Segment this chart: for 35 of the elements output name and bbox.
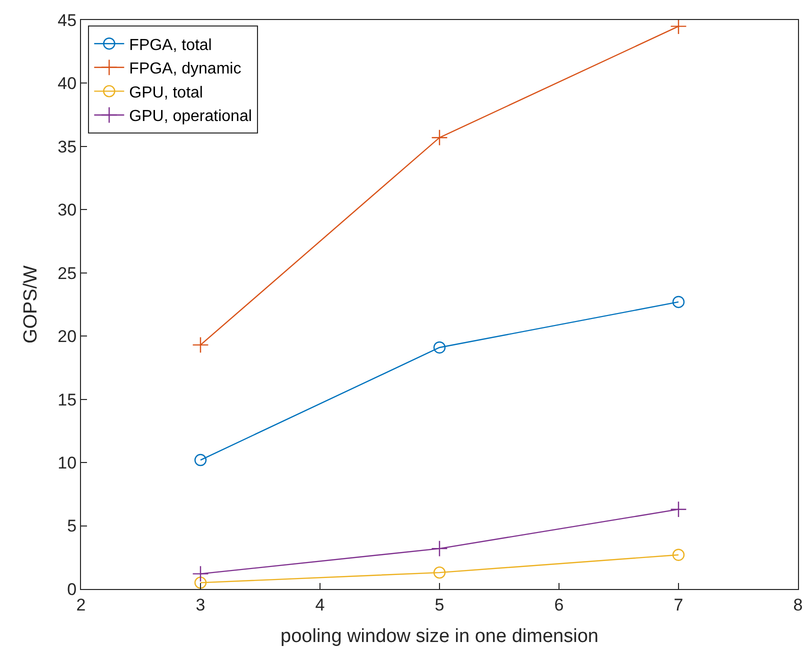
x-axis-title: pooling window size in one dimension — [280, 626, 598, 648]
y-tick-label: 15 — [58, 390, 77, 410]
point — [192, 566, 209, 582]
point — [431, 129, 448, 146]
point — [192, 336, 209, 354]
y-tick-label: 25 — [58, 264, 77, 283]
y-tick-label: 0 — [67, 580, 77, 599]
y-tick-label: 5 — [67, 516, 77, 536]
legend-label: GPU, operational — [129, 108, 252, 126]
legend-label: FPGA, dynamic — [129, 60, 242, 78]
x-tick-label: 4 — [315, 595, 325, 614]
point — [194, 454, 207, 466]
point — [670, 501, 687, 518]
legend-label: GPU, total — [129, 84, 203, 102]
x-tick-label: 5 — [434, 595, 444, 614]
point — [670, 20, 687, 35]
y-tick-label: 10 — [58, 454, 77, 473]
x-tick-label: 7 — [674, 595, 684, 614]
x-tick-label: 2 — [76, 595, 86, 614]
point — [672, 296, 685, 308]
y-tick-label: 45 — [58, 10, 77, 30]
point — [431, 540, 448, 557]
y-tick-label: 30 — [58, 200, 77, 220]
y-tick-label: 20 — [58, 327, 77, 346]
point — [433, 341, 446, 354]
point — [433, 566, 446, 579]
y-axis-title: GOPS/W — [20, 265, 42, 344]
point — [194, 576, 207, 589]
x-tick-label: 8 — [793, 595, 803, 614]
y-tick-label: 35 — [58, 137, 77, 156]
y-tick-label: 40 — [58, 74, 77, 94]
point — [672, 548, 685, 561]
x-tick-label: 6 — [554, 595, 564, 614]
x-tick-label: 3 — [196, 595, 206, 614]
legend-label: FPGA, total — [129, 36, 212, 54]
